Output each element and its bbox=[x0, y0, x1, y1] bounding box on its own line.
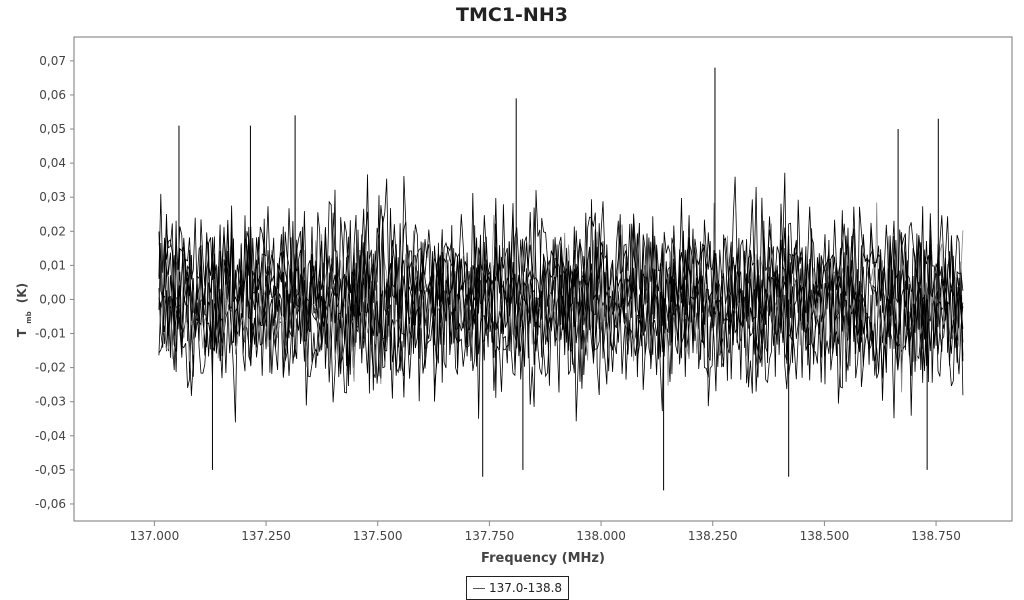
y-tick-label: 0,07 bbox=[39, 54, 66, 68]
legend: 137.0-138.8 bbox=[466, 576, 570, 600]
y-tick-label: -0,01 bbox=[35, 327, 66, 341]
y-axis: -0,06 -0,05 -0,04 -0,03 -0,02 -0,01 0,00 0,01 0,… bbox=[35, 54, 74, 511]
series-line bbox=[158, 174, 964, 359]
y-tick-label: -0,02 bbox=[35, 361, 66, 375]
chart-title: TMC1-NH3 bbox=[456, 4, 568, 26]
spectrum-traces bbox=[158, 67, 964, 491]
series-line bbox=[158, 197, 964, 378]
x-tick-label: 138.000 bbox=[576, 529, 626, 543]
legend-swatch bbox=[473, 587, 485, 589]
x-tick-label: 138.750 bbox=[911, 529, 961, 543]
y-axis-label-unit: (K) bbox=[15, 283, 29, 303]
x-axis: 137.000 137.250 137.500 137.750 138.000 138.2… bbox=[130, 521, 961, 543]
y-tick-label: -0,03 bbox=[35, 395, 66, 409]
x-axis-label: Frequency (MHz) bbox=[481, 551, 605, 566]
y-axis-label-main: T bbox=[15, 328, 29, 337]
y-tick-label: -0,04 bbox=[35, 429, 66, 443]
y-tick-label: 0,01 bbox=[39, 258, 66, 272]
y-tick-label: 0,04 bbox=[39, 156, 66, 170]
x-tick-label: 137.000 bbox=[130, 529, 180, 543]
y-tick-label: 0,05 bbox=[39, 122, 66, 136]
svg-text:T mb (K): T mb (K) bbox=[15, 283, 34, 337]
series-line bbox=[158, 172, 964, 379]
legend-label: 137.0-138.8 bbox=[489, 581, 563, 595]
x-tick-label: 137.750 bbox=[465, 529, 515, 543]
x-tick-label: 137.500 bbox=[353, 529, 403, 543]
y-tick-label: 0,03 bbox=[39, 190, 66, 204]
y-tick-label: 0,02 bbox=[39, 224, 66, 238]
y-tick-label: 0,00 bbox=[39, 292, 66, 306]
series-line bbox=[158, 238, 964, 404]
y-tick-label: 0,06 bbox=[39, 88, 66, 102]
y-axis-label: T mb (K) bbox=[15, 283, 34, 337]
x-tick-label: 138.500 bbox=[800, 529, 850, 543]
y-tick-label: -0,05 bbox=[35, 463, 66, 477]
x-tick-label: 137.250 bbox=[241, 529, 291, 543]
y-axis-label-sub: mb bbox=[25, 311, 33, 323]
y-tick-label: -0,06 bbox=[35, 497, 66, 511]
x-tick-label: 138.250 bbox=[688, 529, 738, 543]
